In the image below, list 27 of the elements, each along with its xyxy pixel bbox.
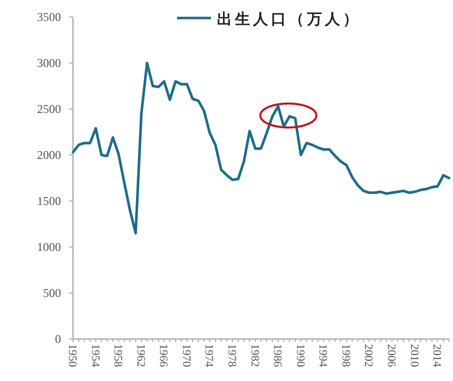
x-tick-label: 1962 — [134, 344, 146, 368]
x-tick-label: 1950 — [66, 344, 78, 368]
x-tick-label: 1954 — [88, 344, 101, 368]
x-tick-label: 1990 — [294, 344, 306, 368]
y-tick-label: 3500 — [37, 10, 61, 24]
x-tick-label: 1958 — [112, 344, 124, 368]
y-tick-label: 1500 — [37, 194, 61, 208]
x-tick-label: 1994 — [316, 344, 329, 368]
y-tick-label: 0 — [55, 332, 61, 346]
y-tick-label: 500 — [43, 286, 61, 300]
y-tick-label: 1000 — [37, 240, 61, 254]
x-tick-label: 2010 — [408, 344, 420, 368]
line-series — [72, 62, 450, 234]
x-tick-label: 2006 — [385, 344, 398, 368]
x-tick-label: 2014 — [430, 344, 443, 368]
x-tick-label: 1974 — [202, 344, 215, 368]
x-tick-label: 1986 — [271, 344, 284, 368]
y-tick-label: 2500 — [37, 102, 61, 116]
legend-label: 出生人口（万人） — [217, 11, 361, 28]
x-tick-label: 1978 — [226, 344, 238, 368]
y-tick-label: 2000 — [37, 148, 61, 162]
x-tick-label: 1970 — [180, 344, 192, 368]
x-tick-label: 1966 — [157, 344, 170, 368]
x-tick-label: 2002 — [362, 344, 374, 368]
x-tick-label: 1998 — [339, 344, 352, 368]
x-tick-label: 1982 — [248, 344, 260, 368]
y-tick-label: 3000 — [37, 56, 61, 70]
